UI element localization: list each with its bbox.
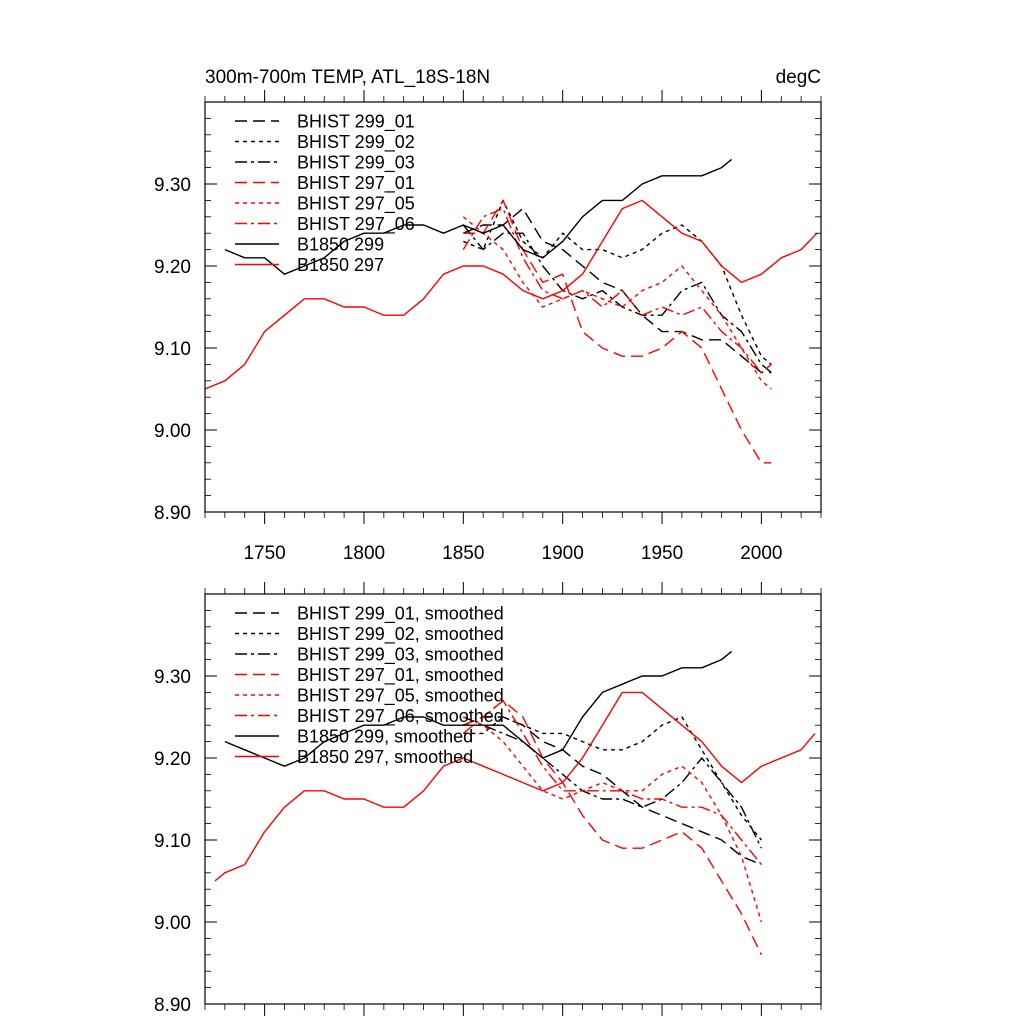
ytick-label: 9.10 [154,339,191,360]
ytick-label: 9.20 [154,749,191,770]
panel-top: 300m-700m TEMP, ATL_18S-18N degC 8.90 9.0… [154,67,822,564]
panel-bottom-series-layer [214,650,816,956]
panel-top-xtick-labels: 1750 1800 1850 1900 1950 2000 [243,543,782,564]
legend-label: BHIST 297_06, smoothed [297,706,504,727]
series-line-8 [214,691,816,882]
series-line-3 [463,716,763,849]
panel-bottom-frame [204,593,822,1005]
panel-bottom-ticks [204,582,822,1016]
panel-bottom: 8.90 9.00 9.10 9.20 9.30 BHIST 299_01, smoot… [154,582,822,1016]
ytick-label: 9.00 [154,421,191,442]
series-line-5 [463,716,763,923]
ytick-label: 9.00 [154,913,191,934]
ytick-label: 8.90 [154,995,191,1016]
legend-label: B1850 297, smoothed [297,747,473,767]
legend-label: BHIST 297_01 [297,173,415,194]
ytick-label: 9.30 [154,175,191,196]
panel-top-frame [204,101,822,513]
series-line-7 [224,650,733,767]
series-line-7 [224,158,733,275]
panel-bottom-ytick-labels: 8.90 9.00 9.10 9.20 9.30 [154,667,191,1016]
ytick-label: 9.30 [154,667,191,688]
legend-label: BHIST 299_03 [297,153,415,174]
series-line-2 [463,716,762,841]
xtick-label: 1900 [542,543,584,564]
xtick-label: 1850 [442,543,484,564]
panel-bottom-plot-area: 8.90 9.00 9.10 9.20 9.30 BHIST 299_01, smoot… [154,582,822,1016]
panel-top-ytick-labels: 8.90 9.00 9.10 9.20 9.30 [154,175,191,524]
panel-top-units: degC [776,67,821,88]
legend-label: BHIST 299_01, smoothed [297,604,504,625]
legend-label: BHIST 299_01 [297,112,415,133]
series-line-1 [463,207,772,374]
legend-label: B1850 297 [297,255,384,275]
legend-label: BHIST 299_02, smoothed [297,624,504,645]
panel-top-plot-area: 8.90 9.00 9.10 9.20 9.30 1750 1800 1850 1900 195… [154,90,822,564]
panel-top-series-layer [205,158,818,464]
xtick-label: 1800 [343,543,385,564]
xtick-label: 1950 [641,543,683,564]
legend-label: BHIST 297_05 [297,194,415,215]
ytick-label: 9.10 [154,831,191,852]
legend-label: BHIST 297_06 [297,214,415,235]
panel-top-title: 300m-700m TEMP, ATL_18S-18N [205,67,490,88]
series-line-6 [462,699,762,866]
xtick-label: 1750 [243,543,285,564]
legend-label: B1850 299 [297,235,384,255]
legend-label: B1850 299, smoothed [297,727,473,747]
ytick-label: 8.90 [154,503,191,524]
legend-label: BHIST 297_05, smoothed [297,686,504,707]
panel-top-ticks [204,90,822,524]
series-line-4 [463,699,763,956]
series-line-2 [463,199,772,365]
legend-label: BHIST 299_03, smoothed [297,645,504,666]
legend-label: BHIST 297_01, smoothed [297,665,504,686]
series-line-8 [205,199,818,390]
ytick-label: 9.20 [154,257,191,278]
xtick-label: 2000 [740,543,782,564]
legend-label: BHIST 299_02 [297,132,415,153]
series-line-1 [463,716,762,866]
series-line-4 [463,199,772,464]
